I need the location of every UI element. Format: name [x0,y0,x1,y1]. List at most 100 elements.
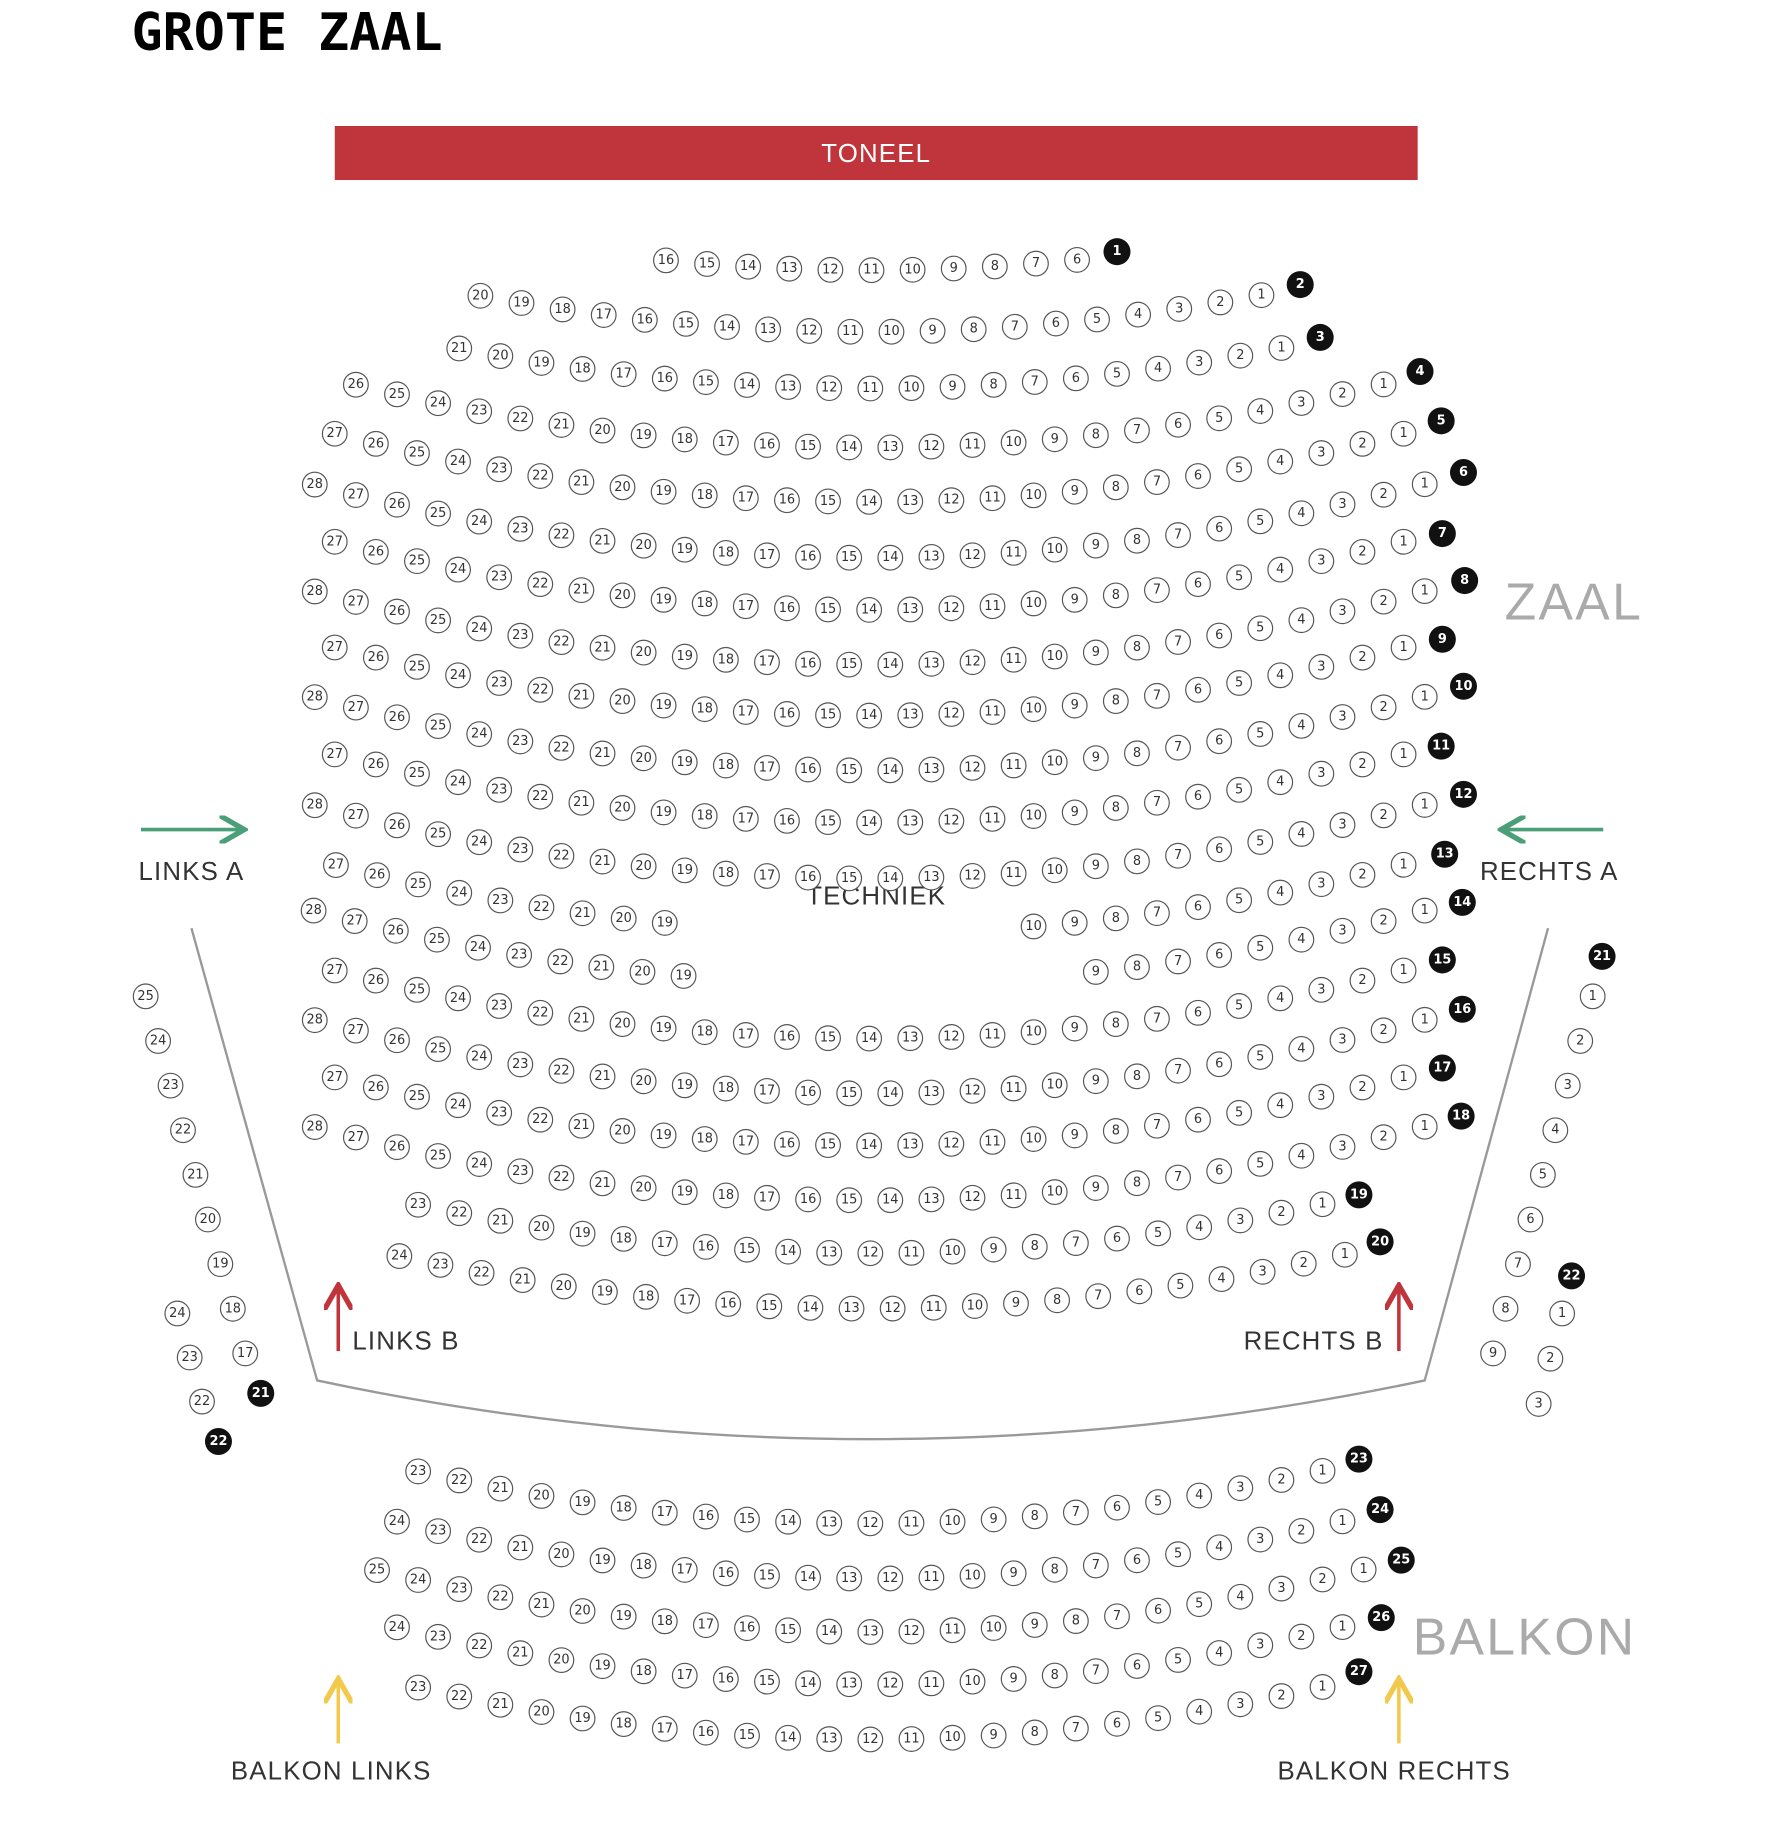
seat [507,515,534,542]
seat-number: 14 [740,259,756,274]
seat [712,429,739,456]
seat [897,1025,924,1052]
stage [334,126,1418,181]
seat-number: 2 [1379,594,1387,609]
seat-number: 8 [991,259,999,274]
seat-number: 3 [1564,1078,1572,1093]
seat-number: 4 [1154,361,1162,376]
seat-number: 7 [1094,1289,1102,1304]
seat [321,741,348,768]
row-marker [247,1379,275,1407]
entrance-label: LINKS B [352,1328,459,1356]
seat [1144,789,1170,816]
seat-number: 15 [699,256,715,271]
seat [404,976,430,1003]
seat-number: 5 [1256,1049,1264,1064]
seat [569,1220,596,1247]
seat [446,1467,473,1494]
seat [1144,469,1170,496]
seat [755,316,782,343]
seat-number: 26 [389,1033,405,1048]
seat [1104,360,1130,387]
seat [1227,342,1254,369]
row-marker [1428,1054,1456,1082]
seat [1411,471,1438,498]
seat-number: 22 [492,1590,508,1605]
seat-number: 17 [759,1190,775,1205]
seat [1186,1482,1213,1509]
row-number: 4 [1416,364,1425,379]
seat-number: 28 [307,1120,323,1135]
row-marker [1387,1546,1415,1574]
seat [1082,532,1109,559]
seat [466,1044,493,1071]
seat-number: 6 [1215,734,1223,749]
seat-number: 13 [902,1138,918,1153]
seat-number: 21 [593,960,609,975]
seat [650,1015,677,1042]
seat-number: 18 [697,809,713,824]
seat [1165,1541,1191,1568]
seat [1480,1340,1506,1367]
seat-number: 2 [1379,1130,1387,1145]
seat-number: 15 [761,1299,777,1314]
seat [1370,371,1397,398]
seat [1247,1150,1274,1177]
seat [507,1534,534,1561]
seat [1206,405,1233,432]
row-marker [1428,625,1456,653]
seat-number: 8 [1112,588,1120,603]
seat [630,1552,657,1579]
seat [897,596,924,623]
seat [897,809,924,835]
seat [775,374,802,400]
seat [691,1019,718,1046]
seat-number: 10 [1025,596,1041,611]
seat [918,864,945,891]
seat-number: 13 [841,1571,857,1586]
seat-number: 11 [1005,866,1021,881]
seat [527,676,554,703]
seat-number: 16 [698,1239,714,1254]
seat [528,1483,555,1509]
seat-number: 5 [1176,1278,1184,1293]
seat [1020,590,1047,617]
seat [1041,536,1068,563]
seat [1226,887,1253,914]
seat [1308,1083,1335,1110]
seat-number: 20 [472,288,488,303]
seat-number: 4 [1134,307,1142,322]
seat [569,356,596,382]
seat-number: 23 [491,998,507,1013]
seat [1102,905,1129,932]
seat-number: 19 [655,592,671,607]
seat [1288,500,1315,527]
seat [486,1099,513,1126]
seat [527,783,554,810]
seat-number: 18 [697,488,713,503]
seat [1411,578,1438,605]
seat [918,1186,945,1213]
seat-number: 12 [862,1246,878,1261]
seat-number: 24 [389,1620,405,1635]
seat [938,1024,965,1050]
seat [1167,1272,1194,1299]
seat [1102,1011,1129,1038]
seat [507,728,534,755]
seat [1102,582,1129,609]
seat-number: 23 [512,628,528,643]
seat [425,390,452,417]
section-label: ZAAL [1505,573,1644,631]
row-number: 23 [1350,1452,1368,1467]
seat [712,1182,739,1209]
seat [795,1079,822,1106]
seat [1102,1118,1129,1144]
seat-number: 19 [655,484,671,499]
seat-number: 16 [720,1296,736,1311]
seat [1331,1241,1358,1268]
seat [466,721,493,748]
seat [1124,1063,1150,1090]
seat [528,1699,555,1725]
seat-number: 14 [882,1193,898,1208]
seat [1247,508,1274,535]
